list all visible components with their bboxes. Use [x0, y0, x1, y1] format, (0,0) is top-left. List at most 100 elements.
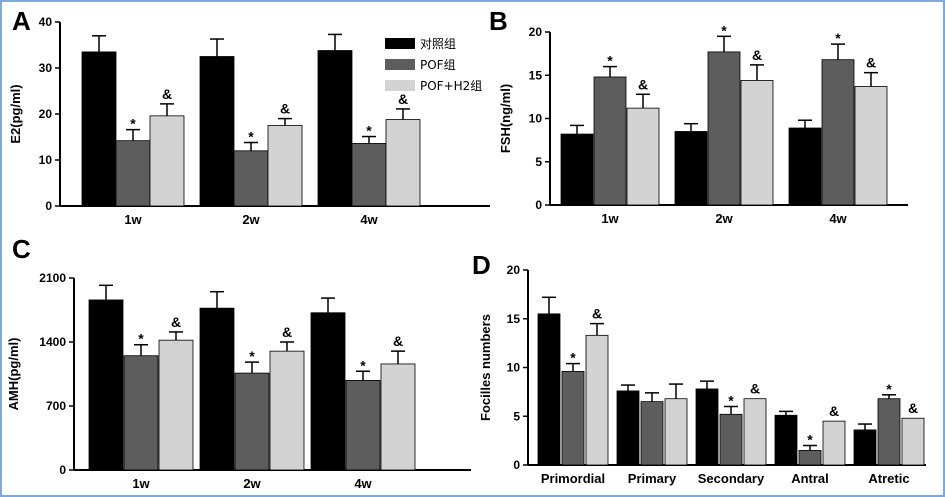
legend-swatch — [385, 59, 415, 70]
bar — [626, 107, 660, 206]
bar — [310, 312, 346, 471]
bar — [317, 50, 353, 207]
bar — [822, 420, 846, 466]
bar — [853, 429, 877, 466]
bar — [616, 390, 640, 466]
x-tick-label: Atretic — [868, 471, 909, 486]
significance-mark: & — [750, 381, 760, 397]
panel-label: D — [472, 250, 491, 280]
legend-swatch — [385, 80, 415, 91]
bar — [537, 313, 561, 466]
bar — [901, 417, 925, 466]
legend-swatch — [385, 38, 415, 49]
legend-label: 对照组 — [420, 37, 456, 51]
y-tick-label: 20 — [507, 263, 521, 277]
y-tick-label: 0 — [45, 199, 52, 213]
y-tick-label: 15 — [529, 68, 543, 82]
x-tick-label: Primordial — [541, 471, 605, 486]
panel-label: B — [489, 6, 508, 36]
bar — [234, 372, 270, 471]
bar — [743, 398, 767, 466]
bar — [380, 363, 416, 471]
panel-label: C — [12, 234, 31, 264]
bar — [267, 125, 303, 207]
bar — [798, 449, 822, 466]
y-tick-label: 5 — [535, 155, 542, 169]
significance-mark: * — [130, 116, 136, 132]
x-tick-label: Antral — [791, 471, 829, 486]
significance-mark: & — [171, 314, 181, 330]
bar — [115, 140, 151, 207]
significance-mark: * — [728, 393, 734, 409]
y-tick-label: 700 — [46, 399, 66, 413]
bar — [385, 119, 421, 207]
y-tick-label: 1400 — [39, 335, 66, 349]
x-tick-label: 2w — [242, 212, 260, 227]
bar — [158, 339, 194, 471]
legend: 对照组 POF组 POF+H2组 — [385, 37, 482, 93]
significance-mark: * — [248, 129, 254, 145]
panel-label: A — [12, 6, 31, 36]
x-tick-label: 4w — [360, 212, 378, 227]
bar — [123, 355, 159, 471]
bar — [81, 51, 117, 207]
x-tick-label: 1w — [132, 476, 150, 491]
bar — [664, 398, 688, 466]
significance-mark: * — [570, 350, 576, 366]
bar — [695, 388, 719, 466]
bar — [585, 334, 609, 466]
legend-label: POF组 — [420, 58, 456, 72]
y-axis-label: Focilles numbers — [478, 314, 493, 421]
x-tick-label: Primary — [628, 471, 677, 486]
panel-c: C 0 700 1400 2100 AMH(pg/ml) * & 1w * & 2w * & 4w — [6, 234, 471, 491]
panel-a: A 0 10 20 30 40 E2(pg/ml) * & 1w * & 2w * & 4w — [8, 6, 490, 227]
significance-mark: & — [162, 86, 172, 102]
significance-mark: & — [829, 403, 839, 419]
y-tick-label: 40 — [39, 15, 53, 29]
significance-mark: * — [886, 381, 892, 397]
significance-mark: * — [249, 348, 255, 364]
bar — [640, 401, 664, 466]
y-axis-label: AMH(pg/ml) — [6, 338, 21, 411]
y-tick-label: 20 — [39, 107, 53, 121]
x-tick-label: 2w — [243, 476, 261, 491]
significance-mark: * — [360, 357, 366, 373]
y-tick-label: 10 — [507, 361, 521, 375]
bar — [593, 76, 627, 206]
legend-label: POF+H2组 — [420, 79, 482, 93]
significance-mark: & — [398, 91, 408, 107]
x-tick-label: 1w — [601, 211, 619, 226]
significance-mark: & — [908, 400, 918, 416]
x-tick-label: Secondary — [698, 471, 765, 486]
significance-mark: * — [835, 30, 841, 46]
significance-mark: & — [282, 324, 292, 340]
bar — [233, 150, 269, 207]
y-axis-label: E2(pg/ml) — [8, 84, 23, 143]
bar — [561, 370, 585, 466]
x-tick-label: 4w — [354, 476, 372, 491]
y-tick-label: 0 — [59, 463, 66, 477]
significance-mark: & — [752, 47, 762, 63]
bar — [877, 398, 901, 466]
y-tick-label: 10 — [529, 112, 543, 126]
panel-b: B 0 5 10 15 20 FSH(ng/ml) * & 1w * & 2w * & 4w — [489, 6, 908, 226]
bar — [774, 414, 798, 466]
bar — [269, 350, 305, 471]
significance-mark: * — [807, 432, 813, 448]
bar — [719, 413, 743, 466]
significance-mark: & — [638, 76, 648, 92]
significance-mark: & — [280, 101, 290, 117]
bar — [88, 299, 124, 471]
bar — [351, 143, 387, 207]
significance-mark: & — [866, 55, 876, 71]
bar — [199, 307, 235, 471]
significance-mark: * — [138, 331, 144, 347]
significance-mark: * — [607, 53, 613, 69]
significance-mark: * — [721, 22, 727, 38]
x-tick-label: 1w — [124, 212, 142, 227]
y-tick-label: 10 — [39, 153, 53, 167]
y-tick-label: 20 — [529, 25, 543, 39]
significance-mark: & — [592, 306, 602, 322]
